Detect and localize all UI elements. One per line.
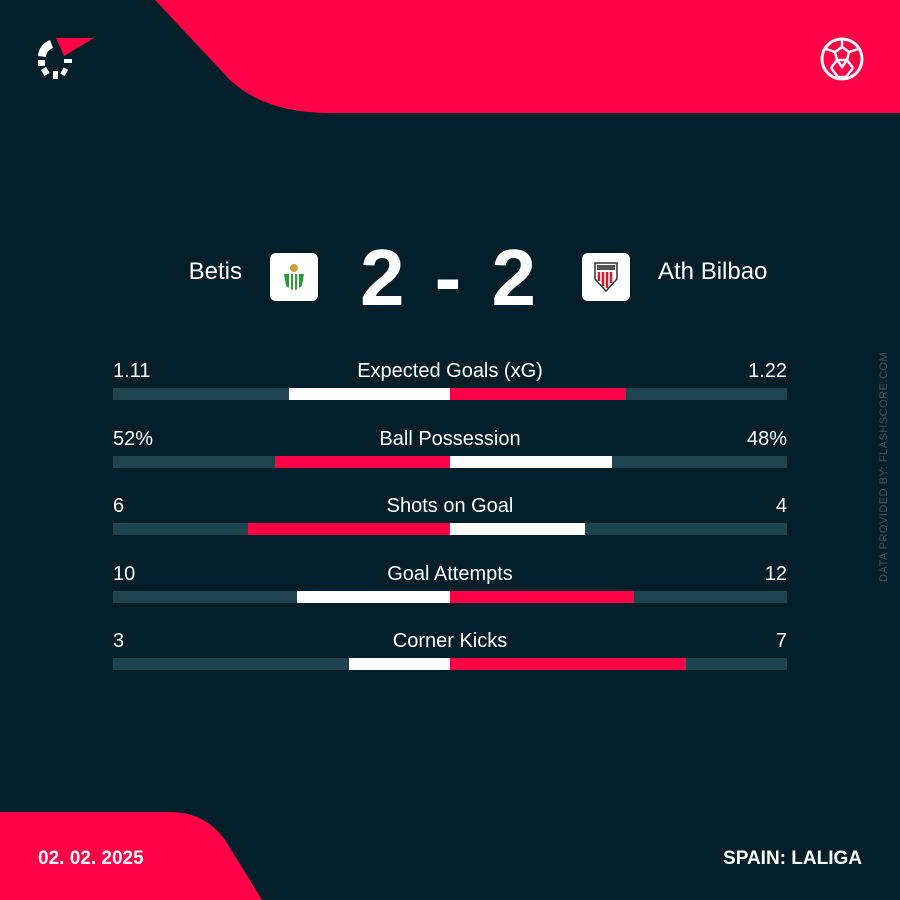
away-stat-value: 48% bbox=[746, 427, 787, 450]
home-stat-bar bbox=[296, 590, 450, 603]
stat-row: 10 Goal Attempts 12 bbox=[113, 563, 787, 623]
away-team-name: Ath Bilbao bbox=[658, 258, 768, 285]
home-stat-bar bbox=[289, 388, 450, 400]
home-stat-value: 6 bbox=[113, 495, 125, 517]
stat-bar-track bbox=[113, 658, 787, 670]
home-stat-bar bbox=[274, 455, 450, 468]
stat-name: Goal Attempts bbox=[387, 562, 513, 585]
match-score: 2 - 2 bbox=[359, 233, 541, 322]
away-stat-bar bbox=[450, 455, 612, 468]
stat-row: 52% Ball Possession 48% bbox=[113, 428, 787, 488]
away-stat-bar bbox=[450, 658, 686, 670]
stat-row: 1.11 Expected Goals (xG) 1.22 bbox=[113, 360, 787, 420]
stat-row: 3 Corner Kicks 7 bbox=[113, 630, 787, 690]
stat-name: Corner Kicks bbox=[392, 630, 508, 652]
away-stat-bar bbox=[450, 388, 627, 400]
away-stat-value: 1.22 bbox=[748, 360, 787, 382]
stat-row: 6 Shots on Goal 4 bbox=[113, 495, 787, 555]
flashscore-logo bbox=[38, 38, 94, 79]
away-stat-bar bbox=[450, 590, 634, 603]
match-date: 02. 02. 2025 bbox=[38, 848, 144, 869]
away-team-crest bbox=[582, 253, 630, 301]
stat-bar-track bbox=[113, 523, 787, 535]
home-team-crest bbox=[270, 253, 318, 301]
betis-crest-icon bbox=[284, 264, 304, 291]
stat-name: Shots on Goal bbox=[386, 495, 514, 517]
header-red-shape bbox=[155, 0, 900, 113]
home-team-name: Betis bbox=[188, 258, 242, 285]
stat-bar-track bbox=[113, 590, 787, 603]
stat-bar-track bbox=[113, 455, 787, 468]
home-stat-value: 1.11 bbox=[113, 360, 151, 382]
soccer-ball-icon bbox=[820, 37, 864, 81]
league-name: SPAIN: LALIGA bbox=[723, 848, 862, 869]
away-stat-value: 7 bbox=[775, 630, 787, 652]
data-credit: DATA PROVIDED BY: FLASHSCORE.COM bbox=[878, 351, 890, 582]
home-stat-value: 3 bbox=[113, 630, 125, 652]
home-stat-bar bbox=[247, 523, 450, 535]
away-stat-value: 12 bbox=[764, 562, 787, 585]
away-stat-bar bbox=[450, 523, 585, 535]
away-stat-value: 4 bbox=[775, 495, 787, 517]
home-stat-bar bbox=[348, 658, 450, 670]
home-stat-value: 10 bbox=[113, 562, 136, 585]
athletic-crest-icon bbox=[594, 262, 618, 293]
stat-name: Ball Possession bbox=[379, 427, 521, 450]
stat-name: Expected Goals (xG) bbox=[357, 360, 543, 382]
stat-bar-track bbox=[113, 388, 787, 400]
home-stat-value: 52% bbox=[113, 427, 154, 450]
